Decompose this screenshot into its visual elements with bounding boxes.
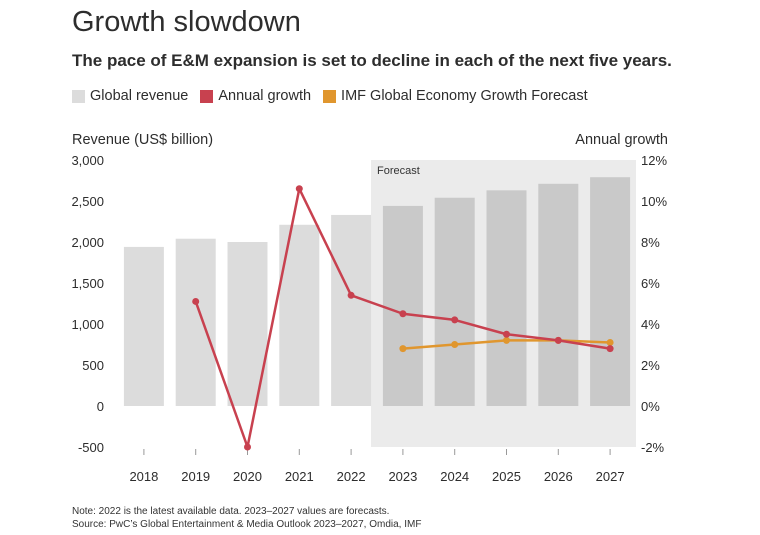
imf-forecast-point <box>399 345 407 353</box>
revenue-bar <box>486 190 527 406</box>
annual-growth-point <box>606 345 614 353</box>
left-axis-tick-label: 500 <box>82 358 104 373</box>
x-axis-tick-label: 2024 <box>440 469 469 484</box>
annual-growth-point <box>295 185 303 193</box>
left-axis-tick-label: 0 <box>97 399 104 414</box>
right-axis-tick-label: 0% <box>641 399 660 414</box>
right-axis-tick-label: 10% <box>641 194 667 209</box>
legend-label-revenue: Global revenue <box>90 88 189 104</box>
imf-forecast-point <box>606 338 614 346</box>
left-axis-tick-label: 1,000 <box>71 317 104 332</box>
right-axis-tick-label: -2% <box>641 440 665 455</box>
chart-subtitle: The pace of E&M expansion is set to decl… <box>72 51 672 70</box>
right-axis-tick-label: 4% <box>641 317 660 332</box>
legend-label-imf: IMF Global Economy Growth Forecast <box>341 88 588 104</box>
right-axis-tick-label: 8% <box>641 235 660 250</box>
revenue-bar <box>175 238 216 406</box>
legend-label-growth: Annual growth <box>218 88 312 104</box>
legend: Global revenue Annual growth IMF Global … <box>72 88 600 104</box>
revenue-bar <box>279 224 320 406</box>
legend-swatch-imf <box>323 89 337 103</box>
left-axis-title: Revenue (US$ billion) <box>72 132 214 148</box>
left-axis-tick-label: 2,500 <box>71 194 104 209</box>
annual-growth-point <box>347 291 355 299</box>
chart-note: Note: 2022 is the latest available data.… <box>72 505 421 531</box>
note-line: Note: 2022 is the latest available data.… <box>72 506 390 517</box>
x-axis-tick-label: 2018 <box>129 469 158 484</box>
left-axis-tick-label: 2,000 <box>71 235 104 250</box>
forecast-label: Forecast <box>377 165 420 177</box>
legend-item-revenue: Global revenue <box>72 88 188 104</box>
annual-growth-point <box>399 310 407 318</box>
x-axis-tick-label: 2022 <box>337 469 366 484</box>
revenue-bar <box>590 177 631 406</box>
annual-growth-point <box>451 316 459 324</box>
left-axis-tick-label: 1,500 <box>71 276 104 291</box>
x-axis-tick-label: 2019 <box>181 469 210 484</box>
chart-title: Growth slowdown <box>72 6 301 38</box>
annual-growth-point <box>503 330 510 338</box>
x-axis-tick-label: 2020 <box>233 469 262 484</box>
x-axis-tick-label: 2026 <box>544 469 573 484</box>
right-axis-tick-label: 6% <box>641 276 660 291</box>
left-axis-tick-label: 3,000 <box>71 153 104 168</box>
imf-forecast-point <box>503 336 510 344</box>
annual-growth-point <box>554 336 562 344</box>
right-axis-tick-label: 2% <box>641 358 660 373</box>
annual-growth-point <box>244 443 251 451</box>
source-line: Source: PwC’s Global Entertainment & Med… <box>72 519 422 530</box>
revenue-bar <box>434 197 475 406</box>
left-axis-tick-label: -500 <box>78 440 104 455</box>
revenue-bar <box>538 183 579 406</box>
x-axis-tick-label: 2027 <box>596 469 625 484</box>
x-axis-tick-label: 2025 <box>492 469 521 484</box>
x-axis-tick-label: 2021 <box>285 469 314 484</box>
right-axis-tick-label: 12% <box>641 153 667 168</box>
annual-growth-point <box>192 297 200 305</box>
x-axis-tick-label: 2023 <box>388 469 417 484</box>
revenue-bar <box>331 214 372 406</box>
legend-swatch-growth <box>200 89 214 103</box>
revenue-bar <box>382 205 423 406</box>
right-axis-title: Annual growth <box>575 132 668 148</box>
legend-item-growth: Annual growth <box>200 88 311 104</box>
legend-item-imf: IMF Global Economy Growth Forecast <box>323 88 588 104</box>
imf-forecast-point <box>451 341 459 348</box>
revenue-bar <box>123 246 164 406</box>
legend-swatch-revenue <box>72 89 85 103</box>
